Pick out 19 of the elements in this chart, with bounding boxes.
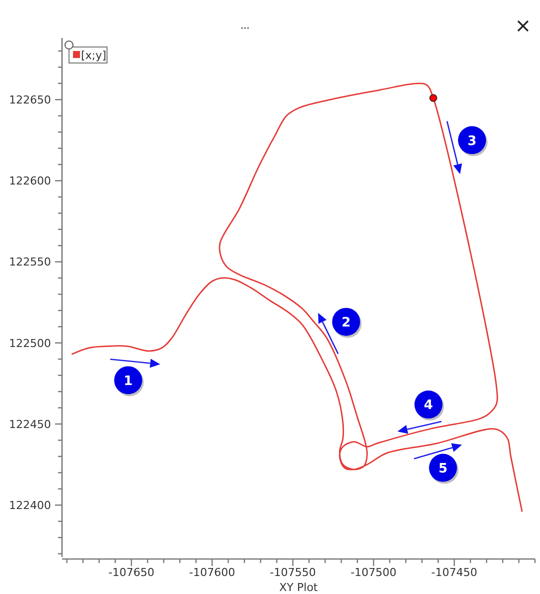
x-axis-title: XY Plot: [279, 581, 318, 594]
y-tick-label: 122650: [9, 93, 51, 106]
y-tick-label: 122550: [9, 256, 51, 269]
x-tick-label: -107500: [350, 566, 397, 579]
annotation: 4: [424, 398, 433, 414]
x-tick-label: -107550: [270, 566, 316, 579]
x-tick-label: -107600: [189, 566, 236, 579]
annotation: 1: [124, 374, 133, 389]
x-tick-label: -107450: [431, 566, 478, 579]
line-series: [70, 82, 523, 512]
annotation: 2: [342, 316, 351, 331]
x-tick-label: -107650: [108, 566, 154, 579]
legend-label: [x;y]: [81, 48, 106, 62]
y-tick-label: 122450: [9, 418, 51, 431]
annotation: 3: [468, 134, 477, 149]
annotation: 5: [438, 461, 448, 476]
y-tick-label: 122500: [9, 336, 51, 350]
y-tick-label: 122600: [9, 174, 51, 188]
y-tick-label: 122400: [9, 498, 51, 512]
